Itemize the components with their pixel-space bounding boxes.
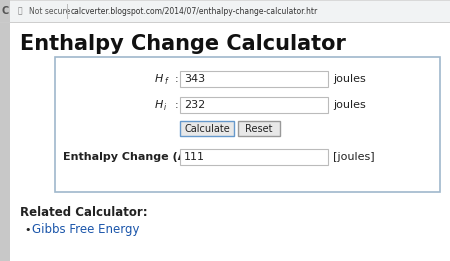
Text: [joules]: [joules] (333, 152, 374, 162)
FancyBboxPatch shape (180, 121, 234, 136)
Text: Gibbs Free Energy: Gibbs Free Energy (32, 223, 140, 236)
Text: Reset: Reset (245, 124, 273, 134)
FancyBboxPatch shape (180, 71, 328, 87)
FancyBboxPatch shape (55, 57, 440, 192)
Text: Enthalpy Change (Δ) :: Enthalpy Change (Δ) : (63, 152, 200, 162)
Text: 343: 343 (184, 74, 205, 84)
Text: Not secure: Not secure (29, 7, 70, 15)
FancyBboxPatch shape (180, 97, 328, 113)
Text: H: H (155, 100, 163, 110)
Text: :: : (175, 74, 179, 84)
Text: 232: 232 (184, 100, 205, 110)
Text: joules: joules (333, 74, 366, 84)
FancyBboxPatch shape (0, 0, 10, 261)
Text: ⓘ: ⓘ (18, 7, 22, 15)
Text: Calculate: Calculate (184, 124, 230, 134)
Text: Related Calculator:: Related Calculator: (20, 205, 148, 218)
Text: 111: 111 (184, 152, 205, 162)
FancyBboxPatch shape (10, 22, 450, 261)
Text: •: • (24, 225, 31, 235)
Text: Enthalpy Change Calculator: Enthalpy Change Calculator (20, 34, 346, 54)
FancyBboxPatch shape (238, 121, 280, 136)
Text: calcverter.blogspot.com/2014/07/enthalpy-change-calculator.htr: calcverter.blogspot.com/2014/07/enthalpy… (71, 7, 318, 15)
Text: f: f (164, 78, 166, 86)
Text: :: : (175, 100, 179, 110)
Text: joules: joules (333, 100, 366, 110)
FancyBboxPatch shape (180, 149, 328, 165)
Text: C: C (1, 6, 9, 16)
Text: i: i (164, 104, 166, 112)
Text: H: H (155, 74, 163, 84)
FancyBboxPatch shape (0, 0, 450, 22)
